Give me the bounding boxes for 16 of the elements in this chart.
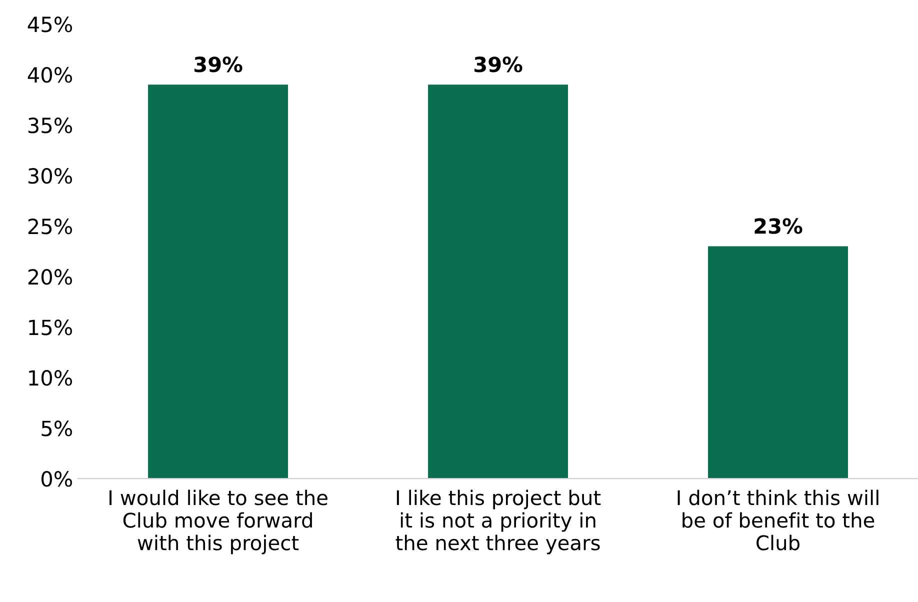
y-tick-label: 25%	[28, 218, 72, 234]
data-label: 39%	[194, 56, 242, 72]
y-tick-label: 5%	[42, 420, 72, 436]
x-tick-label: I like this project but it is not a priority in the next three years	[396, 490, 601, 554]
y-tick-label: 0%	[41, 471, 72, 487]
y-tick-label: 30%	[28, 168, 72, 184]
y-tick-label: 40%	[28, 67, 72, 83]
y-tick-label: 35%	[28, 118, 72, 134]
data-label: 39%	[474, 56, 522, 72]
x-tick-label: I would like to see the Club move forward with this project	[110, 490, 328, 554]
y-tick-label: 20%	[28, 269, 72, 285]
x-tick-label: I don’t think this will be of benefit to the Club	[678, 490, 878, 550]
y-tick-label: 10%	[29, 370, 72, 386]
y-tick-label: 45%	[28, 16, 72, 32]
data-label: 23%	[754, 218, 802, 234]
y-tick-label: 15%	[29, 320, 72, 336]
